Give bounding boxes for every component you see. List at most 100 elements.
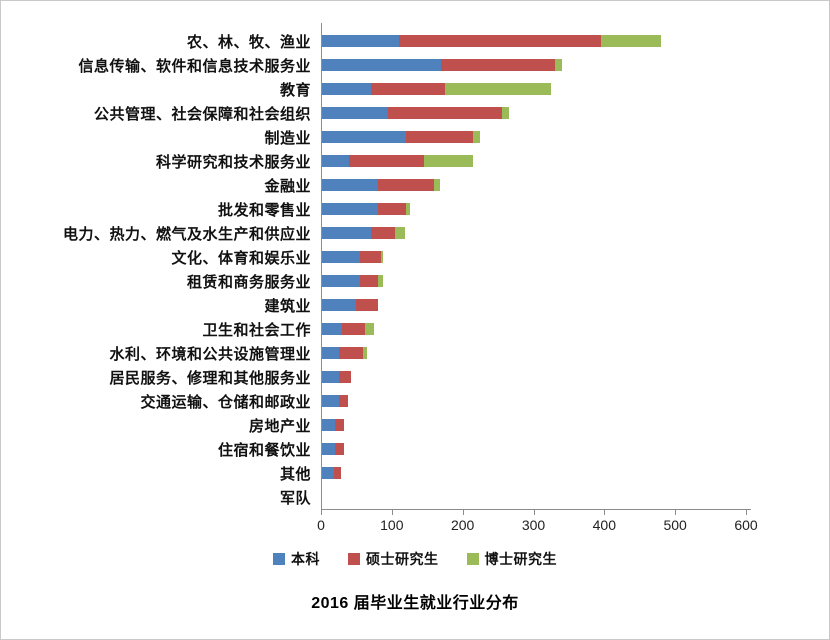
bar-segment-bachelor xyxy=(321,59,442,71)
bar-segment-master xyxy=(377,203,406,215)
bar-track xyxy=(321,101,819,125)
category-label: 制造业 xyxy=(264,129,311,147)
bar-segment-master xyxy=(342,323,365,335)
category-label: 租赁和商务服务业 xyxy=(186,273,311,291)
bar-track xyxy=(321,77,819,101)
chart-row: 军队 xyxy=(11,485,819,509)
bar-track xyxy=(321,125,819,149)
category-label: 交通运输、仓储和邮政业 xyxy=(140,393,311,411)
bar-segment-master xyxy=(406,131,474,143)
bar-segment-doctor xyxy=(473,131,481,143)
chart-row: 卫生和社会工作 xyxy=(11,317,819,341)
bar-track xyxy=(321,341,819,365)
bar-segment-master xyxy=(370,227,396,239)
bar-segment-doctor xyxy=(377,275,384,287)
bar-segment-bachelor xyxy=(321,227,371,239)
bar-segment-master xyxy=(370,83,445,95)
bar-segment-bachelor xyxy=(321,179,378,191)
x-tick-mark xyxy=(321,510,322,515)
bar-segment-bachelor xyxy=(321,83,371,95)
bar-segment-master xyxy=(356,299,378,311)
bar-track xyxy=(321,485,819,509)
bar-segment-doctor xyxy=(381,251,384,263)
chart-row: 居民服务、修理和其他服务业 xyxy=(11,365,819,389)
bar-segment-master xyxy=(398,35,601,47)
y-axis-line xyxy=(321,23,322,509)
bar-segment-bachelor xyxy=(321,371,339,383)
chart-row: 电力、热力、燃气及水生产和供应业 xyxy=(11,221,819,245)
bar-track xyxy=(321,269,819,293)
legend-item-master: 硕士研究生 xyxy=(348,549,439,569)
bar-segment-bachelor xyxy=(321,467,334,479)
chart-row: 租赁和商务服务业 xyxy=(11,269,819,293)
legend-label: 本科 xyxy=(291,551,320,567)
category-label: 文化、体育和娱乐业 xyxy=(171,249,311,267)
chart-row: 交通运输、仓储和邮政业 xyxy=(11,389,819,413)
bar-chart: 农、林、牧、渔业信息传输、软件和信息技术服务业教育公共管理、社会保障和社会组织制… xyxy=(11,15,819,535)
category-label: 信息传输、软件和信息技术服务业 xyxy=(78,57,311,75)
bar-segment-bachelor xyxy=(321,131,406,143)
chart-row: 批发和零售业 xyxy=(11,197,819,221)
x-tick-label: 100 xyxy=(380,517,404,533)
chart-row: 科学研究和技术服务业 xyxy=(11,149,819,173)
bar-segment-master xyxy=(335,443,344,455)
bar-track xyxy=(321,389,819,413)
chart-row: 文化、体育和娱乐业 xyxy=(11,245,819,269)
bar-segment-master xyxy=(359,275,378,287)
category-label: 其他 xyxy=(279,465,311,483)
x-tick-label: 500 xyxy=(663,517,687,533)
bar-segment-master xyxy=(388,107,502,119)
x-tick-label: 200 xyxy=(450,517,475,533)
chart-row: 信息传输、软件和信息技术服务业 xyxy=(11,53,819,77)
bar-segment-bachelor xyxy=(321,107,389,119)
category-label: 教育 xyxy=(279,81,311,99)
category-label: 电力、热力、燃气及水生产和供应业 xyxy=(62,225,311,243)
x-tick-label: 0 xyxy=(317,517,325,533)
x-tick-mark xyxy=(746,510,747,515)
bar-segment-master xyxy=(377,179,435,191)
bar-segment-master xyxy=(359,251,382,263)
bar-segment-bachelor xyxy=(321,419,336,431)
legend-swatch-doctor xyxy=(466,553,479,565)
category-label: 住宿和餐饮业 xyxy=(217,441,311,459)
bar-segment-master xyxy=(335,419,345,431)
chart-row: 其他 xyxy=(11,461,819,485)
bar-track xyxy=(321,437,819,461)
bar-track xyxy=(321,221,819,245)
legend-label: 博士研究生 xyxy=(484,551,557,567)
chart-row: 建筑业 xyxy=(11,293,819,317)
bar-track xyxy=(321,29,819,53)
category-label: 批发和零售业 xyxy=(217,201,311,219)
chart-row: 房地产业 xyxy=(11,413,819,437)
x-tick-mark xyxy=(533,510,535,515)
bar-segment-doctor xyxy=(501,107,509,119)
bar-segment-master xyxy=(338,371,352,383)
bar-segment-doctor xyxy=(395,227,405,239)
bar-track xyxy=(321,413,819,437)
bar-segment-bachelor xyxy=(321,155,350,167)
category-label: 水利、环境和公共设施管理业 xyxy=(109,345,311,363)
bar-segment-doctor xyxy=(554,59,562,71)
chart-row: 水利、环境和公共设施管理业 xyxy=(11,341,819,365)
category-label: 居民服务、修理和其他服务业 xyxy=(109,369,311,387)
category-label: 建筑业 xyxy=(264,297,311,315)
chart-row: 教育 xyxy=(11,77,819,101)
x-tick-label: 600 xyxy=(734,517,758,533)
x-tick-label: 300 xyxy=(521,517,546,533)
category-label: 卫生和社会工作 xyxy=(202,321,311,339)
bar-segment-doctor xyxy=(600,35,661,47)
bar-segment-doctor xyxy=(444,83,552,95)
bar-segment-master xyxy=(441,59,555,71)
bar-segment-doctor xyxy=(363,347,368,359)
chart-row: 制造业 xyxy=(11,125,819,149)
category-label: 房地产业 xyxy=(248,417,311,435)
x-tick-mark xyxy=(391,510,393,515)
chart-row: 农、林、牧、渔业 xyxy=(11,29,819,53)
legend-item-doctor: 博士研究生 xyxy=(466,549,558,569)
bar-segment-bachelor xyxy=(321,323,343,335)
bar-segment-bachelor xyxy=(321,299,357,311)
bar-segment-doctor xyxy=(434,179,440,191)
chart-row: 公共管理、社会保障和社会组织 xyxy=(11,101,819,125)
bar-segment-bachelor xyxy=(321,395,339,407)
